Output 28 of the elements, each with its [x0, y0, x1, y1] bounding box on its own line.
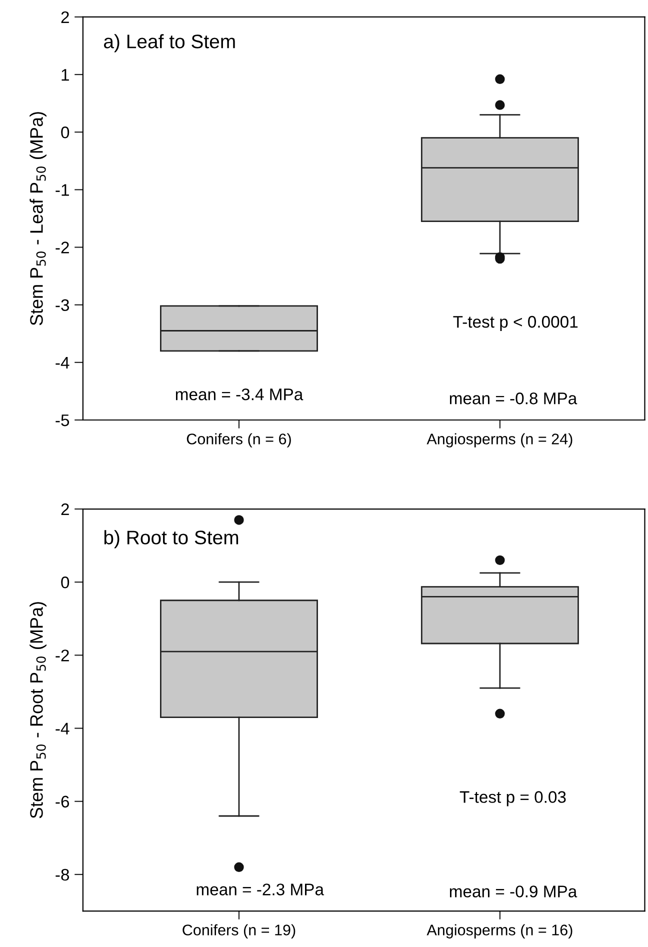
- annotation: T-test p < 0.0001: [453, 316, 578, 332]
- y-tick-label: -2: [56, 242, 69, 254]
- annotation: a) Leaf to Stem: [104, 34, 235, 52]
- y-tick-label: 0: [61, 126, 70, 138]
- x-tick-label: Conifers (n = 19): [182, 924, 296, 938]
- y-axis-title: Stem P$_{50}$ - Root P$_{50}$ (MPa): [30, 602, 46, 818]
- y-tick-label: -5: [56, 414, 70, 426]
- y-tick-label: 0: [61, 576, 70, 588]
- annotation: b) Root to Stem: [104, 530, 238, 548]
- y-tick-label: 1: [62, 69, 69, 81]
- y-axis-title: Stem P$_{50}$ - Leaf P$_{50}$ (MPa): [30, 112, 46, 326]
- annotation: mean = -2.3 MPa: [196, 884, 324, 896]
- y-tick-label: -2: [56, 650, 69, 662]
- annotation: mean = -0.9 MPa: [450, 886, 578, 898]
- annotation: mean = -3.4 MPa: [176, 388, 304, 400]
- annotation: T-test p = 0.03: [460, 791, 566, 806]
- y-tick-label: 2: [61, 503, 69, 516]
- x-tick-label: Conifers (n = 6): [186, 433, 291, 448]
- y-tick-label: -8: [56, 868, 70, 881]
- y-tick-label: -6: [56, 796, 70, 808]
- y-tick-label: -4: [56, 722, 70, 734]
- y-tick-label: -1: [56, 184, 69, 196]
- x-tick-label: Angiosperms (n = 24): [426, 433, 572, 448]
- x-tick-label: Angiosperms (n = 16): [426, 924, 572, 938]
- y-tick-label: -4: [56, 356, 70, 368]
- y-tick-label: -3: [56, 299, 70, 312]
- annotation: mean = -0.8 MPa: [450, 392, 578, 404]
- y-tick-label: 2: [61, 11, 69, 23]
